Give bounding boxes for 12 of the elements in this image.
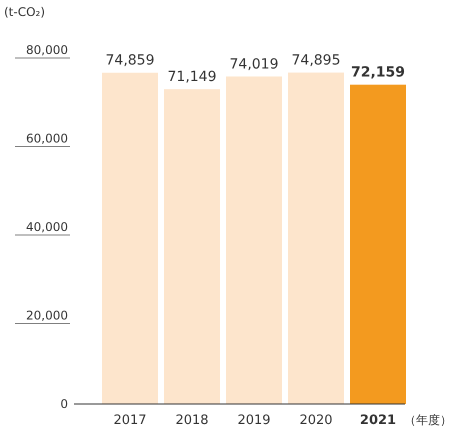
x-tick-label: 2017: [113, 413, 147, 428]
x-axis-title: （年度）: [404, 413, 452, 427]
ytick-label: 20,000: [26, 308, 68, 322]
x-tick-label: 2018: [175, 413, 209, 428]
x-tick-label: 2019: [237, 413, 271, 428]
x-tick-label: 2021: [360, 413, 396, 428]
ytick-label: 40,000: [26, 220, 68, 234]
ytick-label: 0: [60, 397, 68, 411]
x-tick-label: 2020: [299, 413, 333, 428]
ytick-label: 80,000: [26, 43, 68, 57]
y-axis-title: (t-CO₂): [4, 5, 46, 19]
ytick-label: 60,000: [26, 132, 68, 146]
